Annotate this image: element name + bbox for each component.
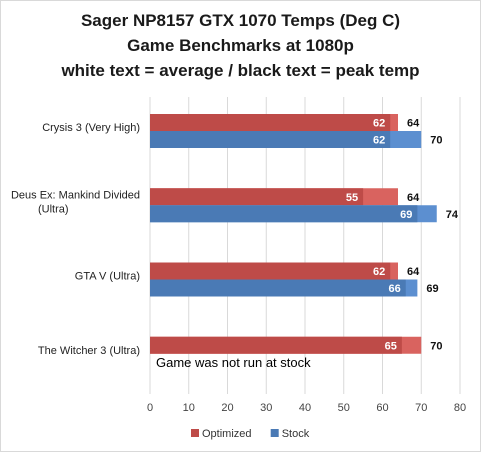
x-tick-label: 50 [338,402,350,414]
average-bar-optimized [150,188,364,206]
average-bar-stock [150,131,391,148]
x-tick-label: 10 [183,402,195,414]
x-tick-label: 20 [221,402,233,414]
peak-label: 64 [407,192,420,204]
category-label: The Witcher 3 (Ultra) [38,345,140,357]
average-label: 62 [373,266,385,278]
average-label: 69 [400,209,412,221]
peak-label: 64 [407,266,420,278]
average-label: 55 [346,192,358,204]
average-label: 62 [373,135,385,147]
x-tick-label: 30 [260,402,272,414]
legend-label-stock: Stock [282,428,310,440]
legend-label-optimized: Optimized [202,428,252,440]
chart-subtitle: Game Benchmarks at 1080p [127,36,354,55]
average-label: 65 [385,340,397,352]
legend-swatch-optimized [191,429,199,437]
peak-label: 64 [407,118,420,130]
not-run-note: Game was not run at stock [156,355,311,370]
category-label: GTA V (Ultra) [75,271,140,283]
x-tick-label: 60 [376,402,388,414]
peak-label: 70 [430,340,442,352]
average-label: 62 [373,118,385,130]
category-label: Crysis 3 (Very High) [42,122,140,134]
average-bar-stock [150,279,406,297]
chart-caption: white text = average / black text = peak… [61,61,420,80]
peak-label: 70 [430,135,442,147]
average-bar-optimized [150,114,391,131]
average-bar-optimized [150,262,391,280]
x-tick-label: 40 [299,402,311,414]
category-label: Deus Ex: Mankind Divided [11,189,140,201]
x-tick-label: 70 [415,402,427,414]
peak-label: 74 [446,209,459,221]
average-label: 66 [389,283,401,295]
x-tick-label: 80 [454,402,466,414]
legend-swatch-stock [270,429,279,437]
average-bar-optimized [150,336,402,354]
peak-label: 69 [426,283,438,295]
chart-title: Sager NP8157 GTX 1070 Temps (Deg C) [80,11,401,30]
average-bar-stock [150,205,418,223]
x-tick-label: 0 [147,402,153,414]
category-label: (Ultra) [38,203,69,215]
